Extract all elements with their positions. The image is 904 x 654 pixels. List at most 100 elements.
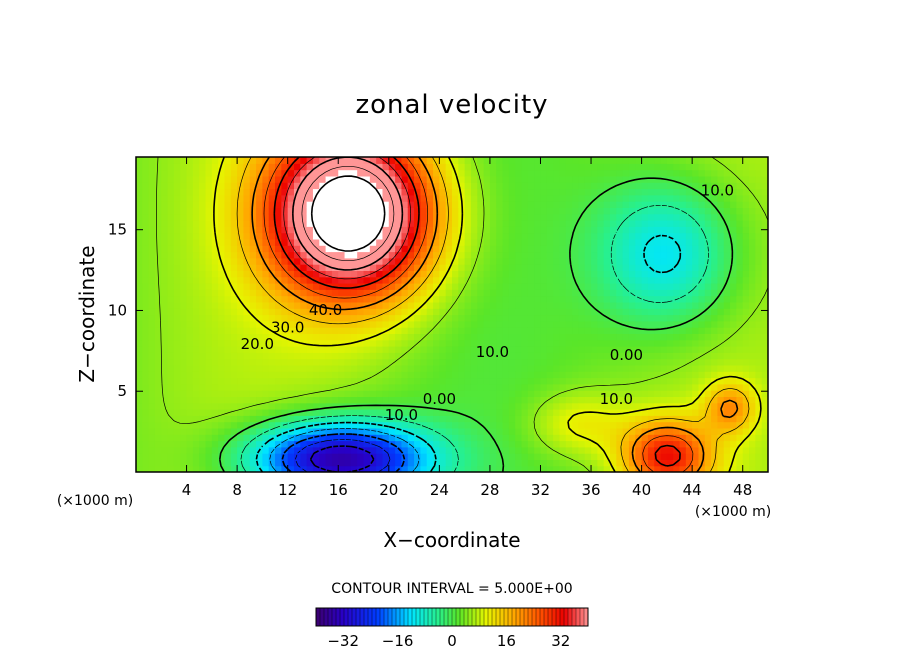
heatmap-cell — [635, 213, 643, 221]
heatmap-cell — [344, 264, 352, 271]
heatmap-cell — [477, 371, 485, 379]
heatmap-cell — [635, 163, 643, 171]
heatmap-cell — [458, 301, 466, 309]
heatmap-cell — [470, 327, 478, 334]
heatmap-cell — [180, 346, 188, 353]
heatmap-cell — [622, 453, 630, 460]
heatmap-cell — [534, 364, 542, 372]
heatmap-cell — [401, 194, 409, 202]
heatmap-cell — [275, 226, 282, 234]
heatmap-cell — [180, 364, 188, 372]
heatmap-cell — [180, 251, 188, 259]
heatmap-cell — [647, 188, 655, 196]
heatmap-cell — [268, 182, 276, 190]
heatmap-cell — [395, 175, 403, 183]
heatmap-cell — [628, 402, 636, 410]
heatmap-cell — [230, 220, 238, 227]
heatmap-cell — [464, 301, 472, 309]
heatmap-cell — [161, 207, 169, 215]
heatmap-cell — [136, 333, 143, 341]
heatmap-cell — [376, 188, 384, 196]
heatmap-cell — [546, 371, 554, 379]
heatmap-cell — [742, 289, 750, 297]
heatmap-cell — [369, 301, 377, 309]
heatmap-cell — [186, 251, 194, 259]
heatmap-cell — [249, 327, 257, 334]
heatmap-cell — [628, 427, 636, 435]
heatmap-cell — [755, 346, 763, 353]
heatmap-cell — [616, 163, 624, 171]
heatmap-cell — [142, 163, 150, 171]
heatmap-cell — [673, 270, 681, 278]
heatmap-cell — [515, 427, 523, 435]
heatmap-cell — [673, 409, 681, 416]
heatmap-cell — [654, 421, 662, 429]
heatmap-cell — [382, 434, 390, 442]
heatmap-cell — [312, 327, 320, 334]
heatmap-cell — [477, 157, 485, 164]
heatmap-cell — [496, 308, 504, 316]
heatmap-cell — [230, 207, 238, 215]
heatmap-cell — [628, 383, 636, 391]
heatmap-cell — [546, 396, 554, 404]
heatmap-cell — [262, 333, 270, 341]
heatmap-cell — [262, 383, 270, 391]
heatmap-cell — [534, 314, 542, 322]
heatmap-cell — [420, 163, 428, 171]
heatmap-cell — [199, 238, 207, 246]
heatmap-cell — [142, 409, 150, 416]
heatmap-cell — [641, 201, 649, 208]
heatmap-cell — [287, 295, 295, 303]
heatmap-cell — [420, 207, 428, 215]
heatmap-cell — [439, 371, 447, 379]
heatmap-cell — [723, 295, 731, 303]
heatmap-cell — [452, 396, 459, 404]
heatmap-cell — [331, 333, 339, 341]
heatmap-cell — [300, 169, 308, 177]
heatmap-cell — [622, 295, 630, 303]
heatmap-cell — [458, 333, 466, 341]
heatmap-cell — [192, 320, 200, 328]
heatmap-cell — [205, 213, 213, 221]
heatmap-cell — [698, 257, 706, 265]
heatmap-cell — [230, 346, 238, 353]
heatmap-cell — [363, 188, 371, 196]
heatmap-cell — [433, 453, 440, 460]
heatmap-cell — [483, 459, 491, 467]
heatmap-cell — [508, 188, 516, 196]
heatmap-cell — [692, 301, 700, 309]
heatmap-cell — [262, 232, 270, 240]
heatmap-cell — [344, 333, 352, 341]
heatmap-cell — [395, 446, 403, 454]
heatmap-cell — [167, 207, 175, 215]
heatmap-cell — [464, 415, 472, 423]
heatmap-cell — [167, 226, 175, 234]
heatmap-cell — [243, 194, 251, 202]
heatmap-cell — [167, 402, 175, 410]
heatmap-cell — [723, 163, 731, 171]
heatmap-cell — [281, 364, 289, 372]
heatmap-cell — [584, 232, 592, 240]
heatmap-cell — [521, 352, 529, 360]
heatmap-cell — [496, 220, 504, 227]
heatmap-cell — [401, 163, 409, 171]
heatmap-cell — [489, 440, 497, 448]
heatmap-cell — [470, 415, 478, 423]
heatmap-cell — [654, 276, 662, 284]
heatmap-cell — [717, 352, 725, 360]
heatmap-cell — [717, 390, 725, 397]
heatmap-cell — [331, 276, 339, 284]
heatmap-cell — [376, 327, 384, 334]
heatmap-cell — [414, 453, 421, 460]
heatmap-cell — [685, 409, 693, 416]
heatmap-cell — [331, 465, 339, 472]
heatmap-cell — [439, 264, 447, 271]
heatmap-cell — [470, 169, 478, 177]
heatmap-field — [136, 157, 768, 472]
heatmap-cell — [635, 301, 643, 309]
heatmap-cell — [616, 251, 624, 259]
heatmap-cell — [142, 333, 150, 341]
heatmap-cell — [407, 371, 415, 379]
heatmap-cell — [660, 465, 668, 472]
heatmap-cell — [363, 453, 371, 460]
